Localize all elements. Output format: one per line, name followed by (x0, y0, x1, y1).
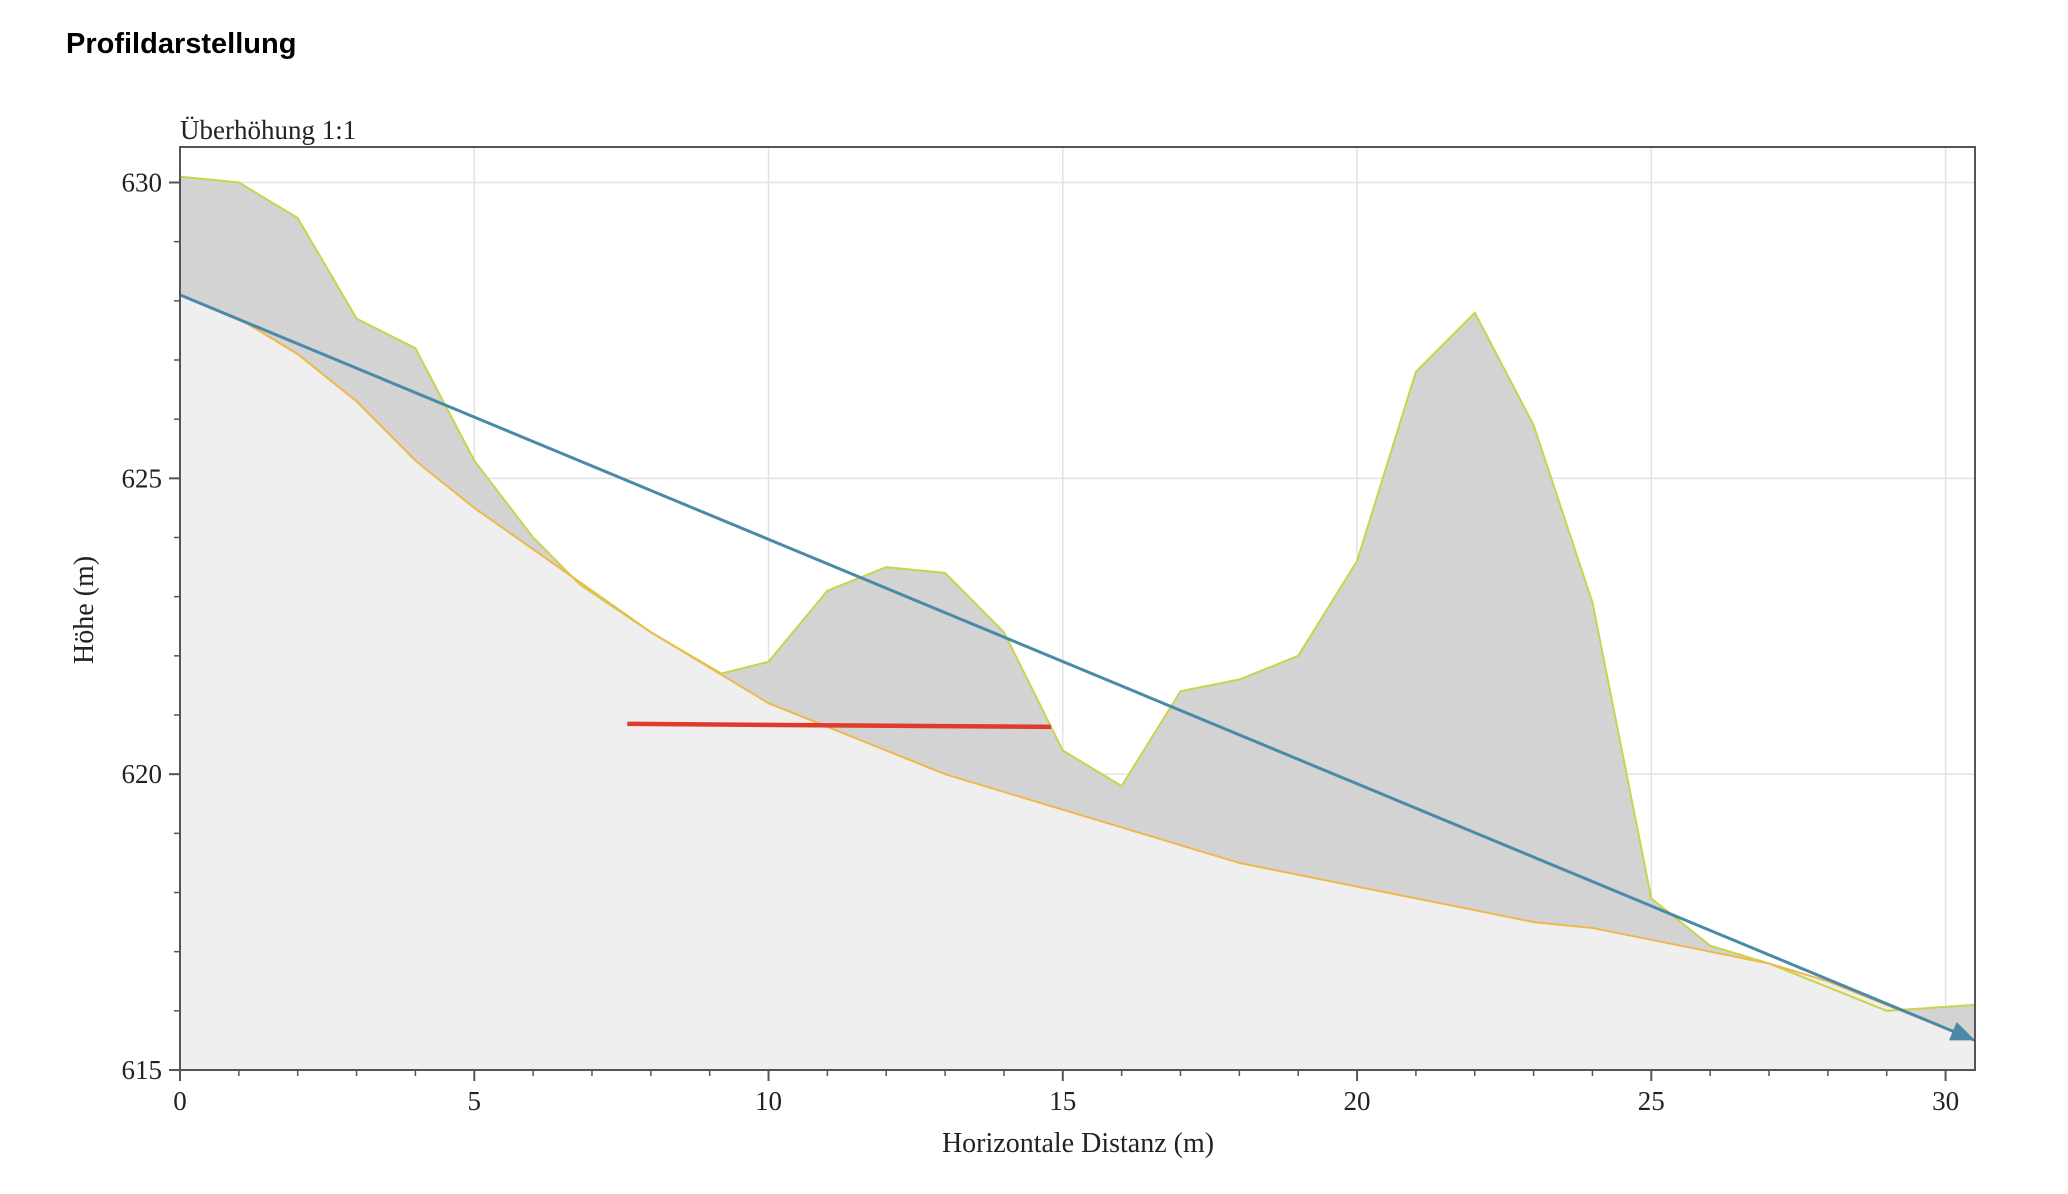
y-tick-label: 630 (122, 168, 163, 198)
x-axis-label: Horizontale Distanz (m) (942, 1128, 1214, 1159)
y-tick-label: 615 (122, 1055, 163, 1085)
y-axis-label: Höhe (m) (69, 556, 100, 664)
exaggeration-note: Überhöhung 1:1 (180, 115, 356, 145)
page-title: Profildarstellung (66, 28, 297, 60)
marker-line (627, 721, 1052, 730)
x-tick-label: 10 (755, 1086, 782, 1116)
x-tick-label: 5 (468, 1086, 482, 1116)
x-tick-label: 25 (1638, 1086, 1665, 1116)
trajectory-line (180, 293, 1975, 1042)
x-tick-label: 15 (1049, 1086, 1076, 1116)
x-tick-label: 30 (1932, 1086, 1959, 1116)
x-tick-label: 20 (1344, 1086, 1371, 1116)
lower-line (180, 293, 1975, 1042)
profile-lines (180, 175, 1975, 1042)
profile-fills (180, 176, 1975, 1070)
terrain-line (180, 175, 1975, 1012)
axes: 0 5 10 15 20 25 30 615 620 625 630 (122, 146, 1976, 1116)
trajectory-arrowhead (1949, 1022, 1975, 1041)
y-tick-label: 620 (122, 759, 163, 789)
x-tick-label: 0 (173, 1086, 187, 1116)
lower-fill (180, 294, 1975, 1070)
plot-frame (179, 146, 1976, 1071)
y-tick-label: 625 (122, 463, 163, 493)
